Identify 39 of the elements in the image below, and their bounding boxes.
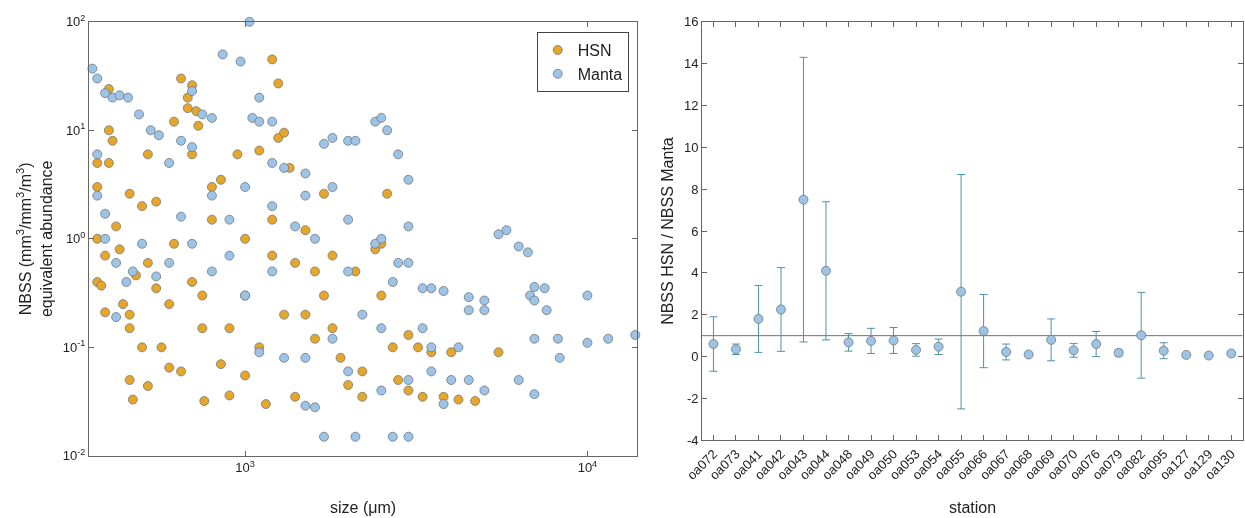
point — [708, 339, 719, 349]
x-axis-title: station — [949, 499, 997, 516]
point — [1203, 350, 1214, 361]
point — [821, 265, 831, 276]
point — [843, 337, 854, 348]
y-tick-label: 12 — [684, 98, 699, 114]
y-tick-label: 16 — [684, 14, 699, 30]
y-tick-label: -4 — [687, 432, 699, 448]
y-tick-label: 14 — [684, 56, 699, 72]
x-tick-label: 10$^{4}$ — [577, 458, 598, 476]
y-tick-label: 2 — [691, 307, 699, 323]
point — [888, 335, 899, 346]
point — [753, 314, 764, 324]
point — [978, 326, 989, 336]
point — [1001, 347, 1012, 357]
point — [1136, 330, 1147, 341]
y-tick-label: 10$^{-1}$ — [62, 338, 86, 355]
y-tick-label: 10$^{2}$ — [65, 12, 86, 30]
legend-label: Manta — [577, 66, 623, 84]
point — [956, 286, 966, 297]
point — [1158, 345, 1169, 356]
point — [1091, 339, 1102, 349]
y-tick-label: 8 — [691, 181, 699, 197]
y-axis-title: NBSS HSN / NBSS Manta — [659, 137, 677, 325]
point — [866, 336, 876, 346]
y-tick-label: 10 — [684, 139, 699, 155]
y-tick-label: 10$^{-2}$ — [62, 446, 86, 464]
y-tick-label: 6 — [691, 223, 699, 239]
x-tick-label: 10$^{3}$ — [235, 458, 255, 476]
legend-label: HSN — [577, 42, 612, 60]
y-tick-label: 10$^{0}$ — [65, 229, 86, 247]
y-tick-label: 10$^{1}$ — [65, 121, 86, 138]
y-tick-label: 4 — [691, 265, 699, 281]
point — [1046, 334, 1057, 345]
x-axis-title: size (μm) — [330, 499, 397, 516]
y-tick-label: 0 — [691, 349, 699, 365]
y-tick-label: -2 — [687, 391, 699, 406]
point — [776, 304, 786, 315]
point — [798, 194, 809, 205]
